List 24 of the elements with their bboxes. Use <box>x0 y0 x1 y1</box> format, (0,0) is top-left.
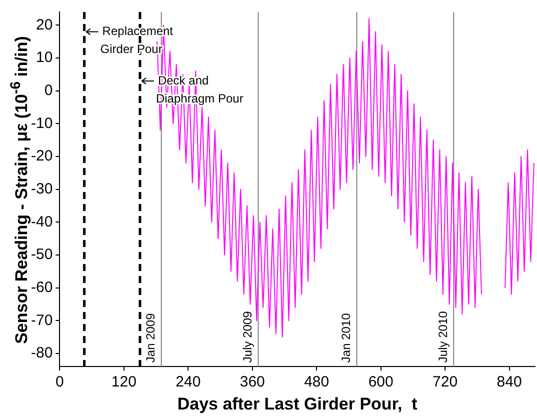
x-tick-label: 480 <box>304 374 330 391</box>
y-tick-label: -80 <box>30 344 53 362</box>
y-tick-label: 10 <box>36 49 53 66</box>
x-axis-title: Days after Last Girder Pour, t <box>177 394 418 414</box>
x-tick-label: 240 <box>176 374 201 391</box>
x-tick-label: 0 <box>56 374 64 391</box>
x-tick-label: 360 <box>240 374 265 391</box>
ref-line-label: Jan 2009 <box>144 312 158 363</box>
ref-line-label: July 2009 <box>240 310 255 363</box>
y-tick-label: -40 <box>30 213 53 230</box>
y-tick-label: -60 <box>30 278 53 296</box>
ref-line-label: July 2010 <box>436 310 450 363</box>
y-tick-label: 20 <box>36 16 53 34</box>
y-tick-label: -50 <box>30 246 53 264</box>
y-tick-label: -70 <box>30 312 53 329</box>
y-tick-label: -10 <box>30 114 53 132</box>
x-tick-label: 600 <box>368 374 394 391</box>
y-tick-label: 0 <box>44 82 53 99</box>
ref-line-label: Jan 2010 <box>339 312 354 363</box>
x-tick-label: 840 <box>496 374 522 391</box>
x-tick-label: 720 <box>432 374 458 391</box>
y-tick-label: -20 <box>30 148 53 165</box>
y-tick-label: -30 <box>30 180 53 198</box>
x-tick-label: 120 <box>111 374 136 391</box>
